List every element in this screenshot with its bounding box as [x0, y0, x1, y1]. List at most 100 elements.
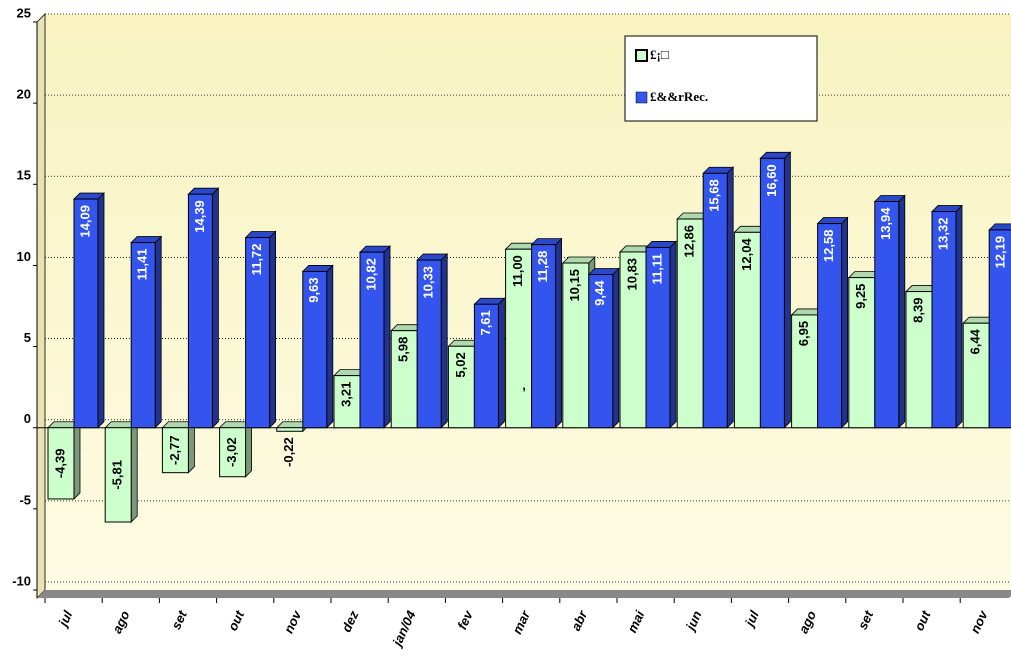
bar-top [561, 256, 596, 264]
value-label: 11,41 [135, 249, 150, 281]
bar-side [97, 192, 105, 429]
bar-side [269, 230, 277, 429]
bar-side [555, 237, 562, 429]
x-tick-label: out [911, 608, 933, 633]
x-tick-label: out [225, 608, 247, 633]
y-tick-label: 0 [24, 411, 31, 426]
legend-swatch [635, 91, 648, 104]
value-label: -5,81 [110, 460, 125, 490]
bar-side [898, 194, 906, 429]
y-tick-label: 15 [17, 168, 31, 183]
bar-side [245, 420, 253, 478]
bar-side [211, 187, 219, 429]
bar [390, 330, 418, 429]
value-label: 12,04 [739, 238, 754, 271]
value-label: 8,39 [910, 298, 925, 323]
value-label: 15,68 [707, 179, 722, 212]
bar [962, 322, 990, 429]
legend-swatch [635, 49, 648, 62]
value-label: 5,02 [453, 352, 468, 377]
bar-side [497, 297, 505, 429]
bar-side [154, 235, 162, 429]
x-tick-label: dez [339, 608, 362, 634]
bar [645, 246, 671, 429]
bar [931, 211, 957, 429]
bar-side [383, 245, 391, 429]
left-wall [36, 13, 46, 599]
x-tick-label: ago [796, 608, 819, 635]
value-label: 11,28 [535, 251, 550, 283]
bar [276, 427, 304, 432]
floor [37, 590, 1011, 598]
y-tick-label: -10 [12, 573, 31, 588]
bar [733, 231, 761, 429]
value-label: 16,60 [764, 164, 779, 197]
bar [848, 277, 876, 429]
value-label: 10,82 [363, 258, 378, 291]
y-tick-label: 10 [17, 249, 31, 264]
value-label: 12,19 [993, 236, 1008, 269]
value-label: 6,95 [796, 321, 811, 346]
value-label: 14,09 [77, 205, 92, 238]
bar-side [841, 216, 848, 429]
bar-side [955, 204, 963, 429]
value-label: 14,39 [192, 200, 207, 233]
value-label: 6,44 [968, 328, 983, 354]
bar [791, 314, 819, 429]
bar [302, 270, 328, 429]
bar-side [440, 253, 448, 429]
x-tick-label: ago [109, 608, 132, 635]
bar [473, 303, 499, 429]
value-label: 11,11 [649, 253, 664, 284]
x-tick-label: jun [682, 608, 705, 634]
value-label: 10,83 [624, 258, 639, 291]
bar [505, 248, 533, 429]
value-label: 9,44 [592, 280, 607, 306]
x-tick-label: abr [568, 608, 591, 634]
bar [245, 237, 271, 429]
x-tick-label: mar [509, 608, 533, 637]
x-tick-label: jul [741, 608, 762, 630]
value-label: 13,94 [878, 207, 893, 240]
bar-side [612, 267, 620, 429]
value-label: 11,00 [510, 255, 525, 287]
bar [702, 172, 728, 429]
bar [359, 251, 385, 429]
bar [817, 223, 843, 429]
bar-side [326, 264, 334, 429]
value-label: -0,22 [281, 437, 296, 467]
bar-side [130, 420, 138, 523]
x-tick-label: mai [624, 608, 647, 635]
value-label: -2,77 [167, 435, 182, 465]
value-label: 9,63 [306, 277, 321, 302]
x-tick-label: set [855, 608, 877, 632]
legend: £¡□ £&&rRec. [624, 35, 818, 122]
value-label: 11,72 [249, 244, 264, 276]
y-tick-label: -5 [19, 492, 31, 507]
annotation: , [522, 377, 526, 392]
bar [161, 427, 189, 474]
legend-label: £&&rRec. [650, 89, 708, 104]
bar [874, 200, 900, 429]
value-label: 5,98 [396, 337, 411, 362]
bar [73, 198, 99, 429]
bar [531, 244, 557, 429]
value-label: -4,39 [52, 449, 67, 479]
bar [416, 259, 442, 429]
x-tick-label: jan/04 [389, 608, 419, 650]
value-label: 3,21 [338, 382, 353, 407]
bar-side [187, 420, 195, 474]
x-tick-label: set [168, 608, 190, 632]
value-label: 10,33 [421, 266, 436, 299]
bar-side [726, 166, 734, 429]
bar-side [784, 151, 791, 429]
bar [187, 193, 213, 429]
y-tick-label: 25 [17, 5, 31, 20]
bar [104, 427, 132, 523]
x-tick-label: jul [55, 608, 76, 630]
bar [219, 427, 247, 478]
bar-side [73, 420, 81, 500]
bar [676, 218, 704, 429]
value-label: 10,15 [567, 269, 582, 302]
